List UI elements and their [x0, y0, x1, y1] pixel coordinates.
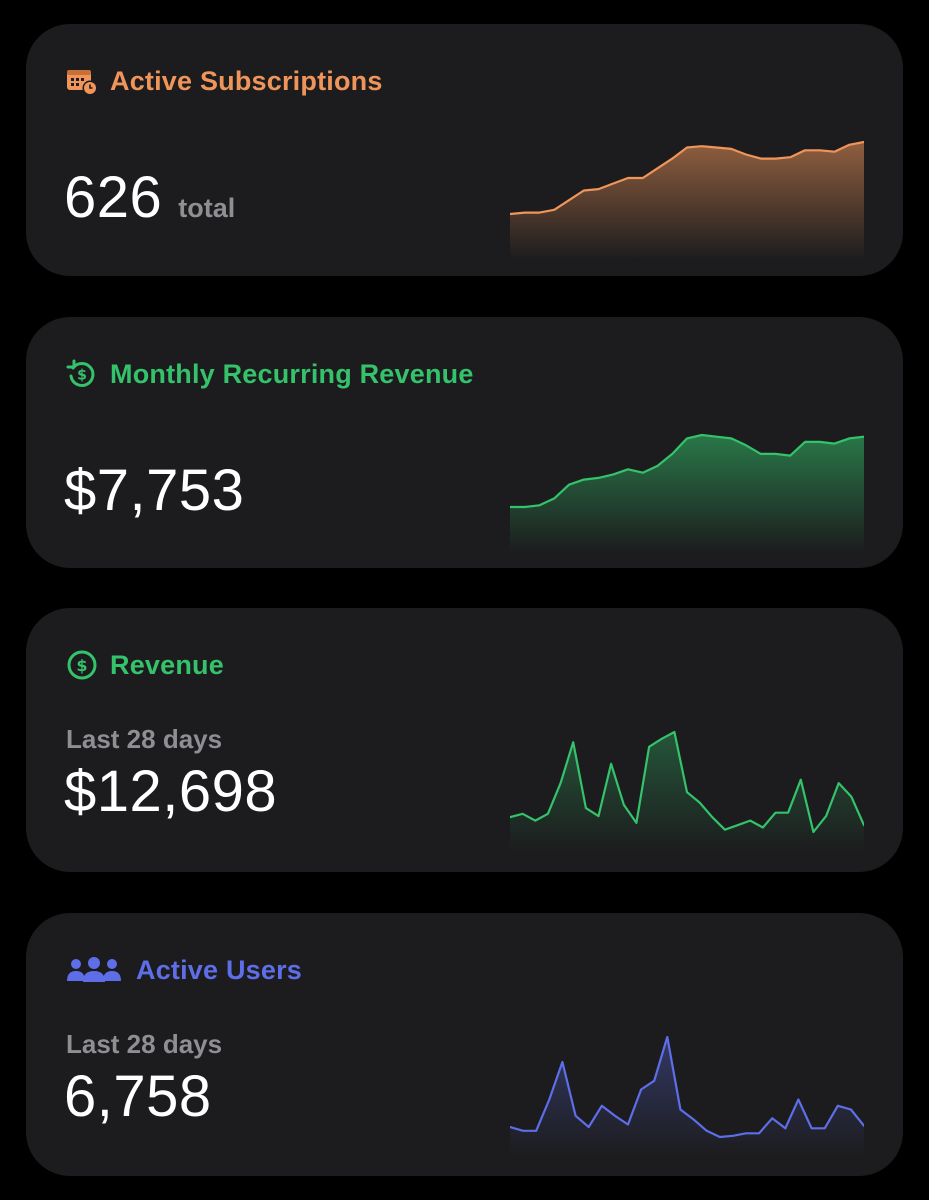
svg-text:$: $ — [76, 656, 87, 675]
value-row: 6,758 — [64, 1063, 212, 1130]
dollar-circle-icon: $ — [66, 649, 98, 681]
card-title: Monthly Recurring Revenue — [110, 358, 474, 389]
card-header: Active Subscriptions — [66, 64, 383, 98]
active-users-card[interactable]: Active Users Last 28 days 6,758 — [26, 913, 903, 1176]
card-header: Active Users — [66, 953, 302, 987]
sparkline-line — [510, 140, 864, 216]
value-row: $12,698 — [64, 758, 277, 825]
revenue-card[interactable]: $ Revenue Last 28 days $12,698 — [26, 608, 903, 872]
active-subscriptions-card[interactable]: Active Subscriptions 626 total — [26, 24, 903, 276]
dollar-refresh-icon: $ — [66, 358, 98, 390]
svg-text:$: $ — [77, 368, 87, 384]
sparkline-line — [510, 730, 864, 834]
users-sparkline — [510, 1035, 864, 1157]
total-value: 626 — [64, 165, 163, 230]
card-title: Revenue — [110, 649, 224, 680]
user-group-icon — [66, 954, 122, 986]
value-row: $7,753 — [64, 457, 244, 524]
sparkline-area — [510, 142, 864, 260]
mrr-value: $7,753 — [64, 458, 245, 523]
subscriptions-sparkline — [510, 140, 864, 260]
revenue-value: $12,698 — [64, 759, 278, 824]
sparkline-line — [510, 1035, 864, 1139]
card-title: Active Subscriptions — [110, 65, 383, 96]
value-row: 626 total — [64, 164, 235, 231]
sparkline-area — [510, 1037, 864, 1157]
card-header: $ Monthly Recurring Revenue — [66, 357, 474, 391]
value-suffix: total — [178, 193, 236, 223]
period-label: Last 28 days — [66, 1029, 223, 1059]
card-title: Active Users — [136, 954, 302, 985]
card-header: $ Revenue — [66, 648, 224, 682]
users-value: 6,758 — [64, 1064, 212, 1129]
mrr-card[interactable]: $ Monthly Recurring Revenue $7,753 — [26, 317, 903, 568]
mrr-sparkline — [510, 433, 864, 553]
revenue-sparkline — [510, 730, 864, 852]
calendar-clock-icon — [66, 65, 98, 97]
period-label: Last 28 days — [66, 724, 223, 754]
sparkline-line — [510, 433, 864, 509]
sparkline-area — [510, 732, 864, 852]
sparkline-area — [510, 435, 864, 553]
